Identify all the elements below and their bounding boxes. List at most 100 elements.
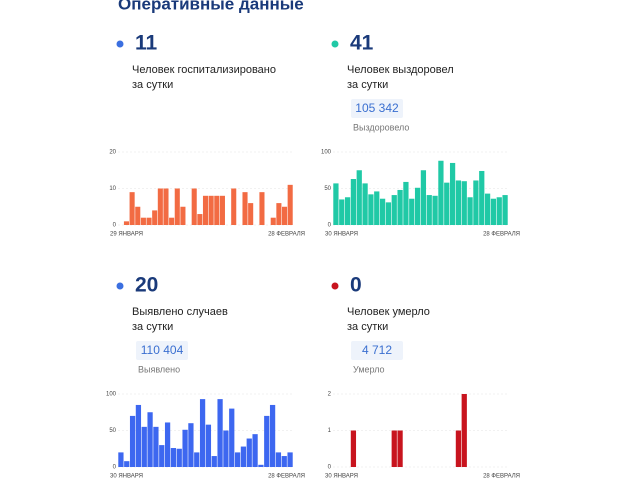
bar	[270, 217, 276, 225]
headline-value: 11	[135, 32, 158, 55]
bar	[397, 430, 403, 467]
total-value: 105 342	[355, 101, 399, 115]
bar	[164, 422, 171, 467]
bar	[339, 199, 345, 225]
bar	[333, 183, 339, 225]
bar	[217, 399, 223, 467]
bar	[287, 452, 293, 467]
x-tick-label: 30 ЯНВАРЯ	[110, 474, 143, 480]
bar	[467, 197, 473, 225]
bar	[391, 195, 397, 225]
y-tick-label: 50	[324, 186, 331, 192]
y-tick-label: 10	[109, 186, 116, 192]
total-label: Умерло	[353, 364, 385, 374]
x-tick-label: 28 ФЕВРАЛЯ	[483, 474, 520, 480]
bar	[219, 195, 225, 225]
y-tick-label: 0	[328, 465, 332, 471]
y-tick-label: 100	[106, 392, 117, 398]
bar	[191, 188, 197, 225]
headline-value: 20	[135, 274, 158, 297]
bar	[153, 426, 159, 467]
y-tick-label: 1	[328, 428, 332, 434]
bar	[188, 423, 194, 467]
bar	[449, 162, 456, 225]
bar	[269, 404, 276, 467]
bar	[281, 456, 287, 467]
bar	[258, 464, 264, 467]
bar	[397, 189, 403, 225]
bar	[414, 187, 421, 225]
x-tick-label: 29 ЯНВАРЯ	[110, 232, 143, 238]
bar	[231, 188, 237, 225]
bar	[461, 181, 467, 225]
bar	[379, 198, 386, 225]
bar	[159, 445, 165, 467]
bar	[123, 221, 130, 225]
bar	[479, 170, 485, 225]
bar	[135, 404, 142, 467]
bar	[205, 424, 212, 467]
total-badge	[351, 99, 403, 118]
bar	[157, 188, 163, 225]
bar	[223, 430, 229, 467]
bar	[264, 415, 270, 467]
caption: за сутки	[132, 321, 173, 333]
bar	[202, 195, 209, 225]
bar	[281, 206, 288, 225]
bar	[180, 206, 186, 225]
caption: Человек умерло	[347, 306, 430, 318]
bar	[197, 214, 203, 225]
bar	[420, 170, 427, 225]
bar	[344, 197, 351, 225]
bar	[141, 426, 147, 467]
total-value: 4 712	[362, 343, 392, 357]
y-tick-label: 50	[109, 428, 116, 434]
bar	[356, 170, 362, 225]
bar	[182, 429, 188, 467]
bar	[374, 191, 380, 225]
total-badge	[136, 341, 188, 360]
bar	[140, 217, 146, 225]
bar	[473, 180, 479, 225]
x-tick-label: 28 ФЕВРАЛЯ	[268, 232, 305, 238]
bar	[403, 181, 409, 225]
y-tick-label: 0	[113, 223, 117, 229]
status-dot	[331, 282, 339, 290]
headline-value: 0	[350, 274, 362, 297]
bar	[409, 198, 415, 225]
bar	[438, 160, 444, 225]
bar	[368, 194, 374, 225]
bar	[287, 184, 293, 225]
bar	[118, 452, 124, 467]
bar	[444, 182, 450, 225]
bar	[146, 217, 152, 225]
bar	[242, 192, 248, 225]
x-tick-label: 30 ЯНВАРЯ	[325, 232, 358, 238]
bar	[163, 188, 169, 225]
bar	[461, 394, 467, 467]
caption: Выявлено случаев	[132, 306, 228, 318]
bar	[147, 412, 153, 467]
bar	[234, 452, 241, 467]
bar	[246, 438, 252, 467]
total-badge	[351, 341, 403, 360]
bar	[194, 452, 200, 467]
bar	[229, 408, 235, 467]
bar	[252, 434, 258, 467]
bar	[426, 195, 432, 225]
bar	[129, 192, 135, 225]
caption: за сутки	[347, 321, 388, 333]
page-title: Оперативные данные	[118, 0, 304, 13]
bar	[248, 203, 254, 225]
bar	[240, 446, 247, 467]
bar	[350, 430, 357, 467]
total-label: Выявлено	[138, 364, 180, 374]
y-tick-label: 20	[109, 150, 116, 156]
bar	[484, 193, 491, 225]
caption: Человек выздоровел	[347, 64, 454, 76]
caption: Человек госпитализировано	[132, 64, 276, 76]
x-tick-label: 28 ФЕВРАЛЯ	[483, 232, 520, 238]
status-dot	[116, 40, 124, 48]
bar	[259, 192, 265, 225]
